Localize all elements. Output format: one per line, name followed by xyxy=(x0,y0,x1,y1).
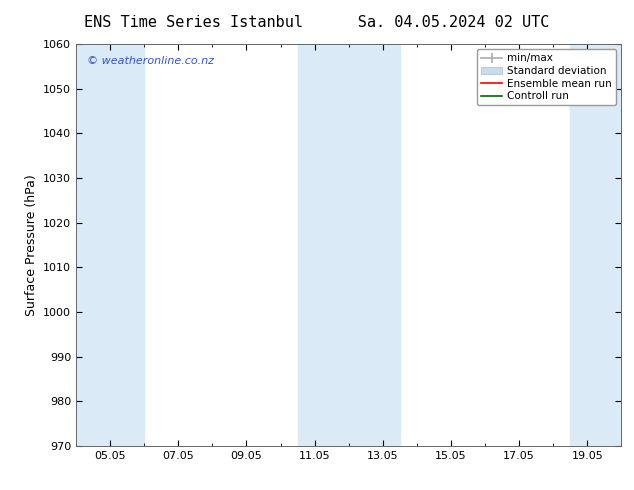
Bar xyxy=(570,44,621,446)
Y-axis label: Surface Pressure (hPa): Surface Pressure (hPa) xyxy=(25,174,37,316)
Bar xyxy=(76,44,144,446)
Bar xyxy=(297,44,400,446)
Text: © weatheronline.co.nz: © weatheronline.co.nz xyxy=(87,56,214,66)
Text: ENS Time Series Istanbul      Sa. 04.05.2024 02 UTC: ENS Time Series Istanbul Sa. 04.05.2024 … xyxy=(84,15,550,30)
Legend: min/max, Standard deviation, Ensemble mean run, Controll run: min/max, Standard deviation, Ensemble me… xyxy=(477,49,616,105)
